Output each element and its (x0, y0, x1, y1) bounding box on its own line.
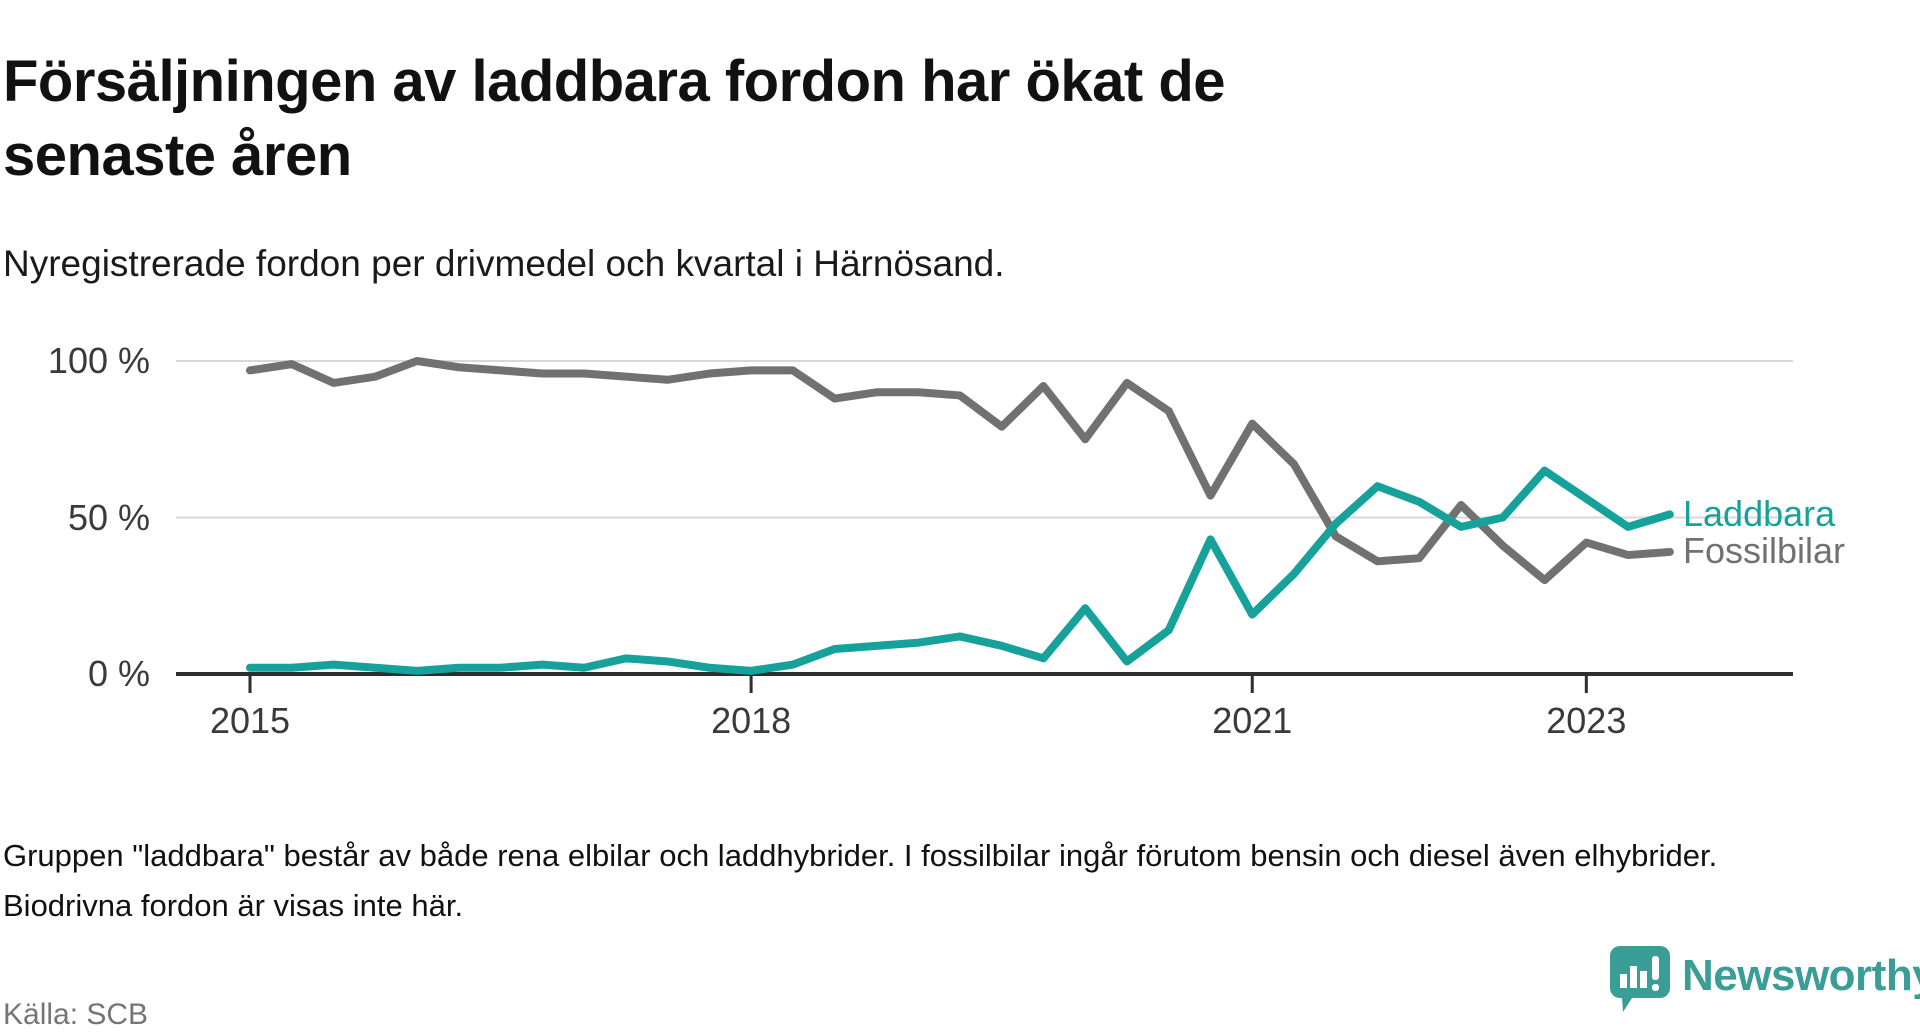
page-title: Försäljningen av laddbara fordon har öka… (3, 48, 1226, 188)
line-chart: 100 % 50 % 0 % 2015 2018 2021 2023 Laddbara Foss… (47, 340, 1846, 741)
series-line-fossilbilar (246, 357, 1674, 585)
chart-subtitle: Nyregistrerade fordon per drivmedel och … (3, 243, 1005, 284)
chart-footnote: Gruppen "laddbara" består av både rena e… (3, 838, 1718, 923)
x-axis-label-2023: 2023 (1546, 700, 1627, 741)
newsworthy-logo-icon (1610, 946, 1670, 1012)
newsworthy-logo: Newsworthy (1608, 944, 1920, 1012)
x-axis-label-2018: 2018 (711, 700, 792, 741)
y-axis-label-50: 50 % (67, 496, 150, 538)
chart-canvas (176, 357, 1793, 693)
newsworthy-logo-text: Newsworthy (1682, 951, 1920, 1000)
x-axis-label-2015: 2015 (209, 700, 291, 741)
series-line-laddbara (246, 466, 1674, 675)
legend-label-laddbara: Laddbara (1683, 493, 1836, 534)
y-axis-label-100: 100 % (47, 340, 150, 381)
source-label: Källa: SCB (3, 998, 149, 1031)
y-axis-label-0: 0 % (87, 653, 150, 694)
legend-label-fossilbilar: Fossilbilar (1683, 530, 1846, 571)
x-axis-label-2021: 2021 (1212, 700, 1293, 741)
